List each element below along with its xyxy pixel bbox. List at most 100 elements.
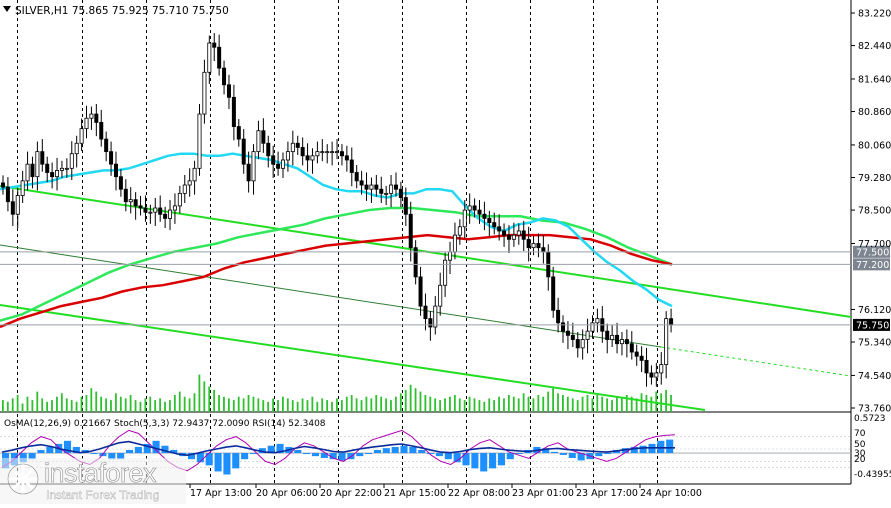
volume-bar <box>36 391 39 412</box>
volume-bar <box>65 398 68 412</box>
candle-body <box>556 309 561 324</box>
candle-body <box>497 226 502 232</box>
x-tick-label: 20 Apr 22:00 <box>320 488 382 499</box>
volume-bar <box>591 398 594 412</box>
y-tick-label: 75.340 <box>858 338 891 349</box>
candle-body <box>104 138 109 153</box>
osma-bar <box>365 453 373 455</box>
watermark-logo: instaforex Instant Forex Trading <box>0 458 186 504</box>
volume-bar <box>56 396 58 412</box>
indicator-tick-label: 70 <box>854 429 866 439</box>
volume-bar <box>645 395 648 412</box>
price-label: 75.750 <box>856 320 889 331</box>
volume-bar <box>390 400 392 412</box>
candle-body <box>443 259 448 286</box>
y-tick-label: 76.120 <box>858 305 891 316</box>
candle-body <box>398 188 403 198</box>
indicator-tick-label: 20 <box>854 455 866 465</box>
osma-bar <box>444 453 452 460</box>
volume-bar <box>286 398 289 412</box>
candle-body <box>315 151 320 157</box>
osma-bar <box>382 448 390 454</box>
y-tick-label: 83.220 <box>858 9 891 20</box>
candle-body <box>177 192 182 207</box>
volume-bar <box>439 400 442 412</box>
volume-bar <box>453 395 456 412</box>
candle-body <box>79 128 84 144</box>
volume-bar <box>119 396 122 412</box>
volume-bar <box>576 400 579 412</box>
volume-bar <box>507 395 510 412</box>
volume-bar <box>80 396 83 412</box>
volume-bar <box>527 396 530 412</box>
volume-bar <box>41 398 44 412</box>
candle-body <box>310 155 315 161</box>
y-tick-label: 74.540 <box>858 371 891 382</box>
volume-bar <box>90 388 93 412</box>
osma-bar <box>604 453 612 455</box>
candle-body <box>251 151 256 182</box>
triangle-down-icon[interactable] <box>3 6 11 12</box>
candle-body <box>241 138 246 165</box>
candle-body <box>192 167 197 182</box>
volume-bar <box>571 398 574 412</box>
volume-bar <box>444 398 446 412</box>
volume-bar <box>311 396 314 412</box>
osma-bar <box>639 445 647 454</box>
candle-body <box>585 330 590 340</box>
volume-bar <box>247 395 250 412</box>
volume-bar <box>326 400 329 412</box>
chart-header: SILVER,H1 75.865 75.925 75.710 75.750 <box>3 5 229 17</box>
candle-body <box>271 155 276 165</box>
osma-bar <box>471 453 479 469</box>
candle-body <box>531 243 536 249</box>
brand-name: instaforex <box>44 458 157 489</box>
candle-body <box>212 42 217 48</box>
candle-body <box>118 176 123 190</box>
volume-bar <box>114 393 117 412</box>
volume-bar <box>223 396 225 412</box>
candle-body <box>266 142 271 157</box>
candle-body <box>84 117 89 130</box>
volume-bar <box>203 381 206 412</box>
candle-body <box>246 163 251 182</box>
candle-body <box>285 151 290 161</box>
volume-bar <box>282 396 284 412</box>
candle-body <box>295 142 300 148</box>
instaforex-logo-icon <box>7 463 39 495</box>
osma-bar <box>577 453 585 461</box>
osma-bar <box>152 440 160 454</box>
osma-bar <box>170 450 178 454</box>
price-label: 77.200 <box>856 260 889 271</box>
volume-bar <box>252 396 255 412</box>
volume-bar <box>110 400 112 412</box>
candle-body <box>418 276 423 307</box>
candle-body <box>413 247 418 278</box>
osma-bar <box>125 450 134 454</box>
candle-body <box>202 71 207 115</box>
volume-bar <box>31 400 34 412</box>
osma-bar <box>435 453 443 457</box>
volume-bar <box>557 393 559 412</box>
volume-bar <box>124 398 127 412</box>
candle-body <box>541 247 546 253</box>
candle-body <box>69 153 74 169</box>
candle-body <box>50 172 55 178</box>
volume-bar <box>640 393 643 412</box>
indicator-tick-label: -0.43955 <box>854 470 891 480</box>
volume-bar <box>139 401 142 412</box>
osma-bar <box>595 453 603 457</box>
volume-bar <box>512 396 515 412</box>
osma-bar <box>134 446 142 454</box>
volume-bar <box>16 395 19 412</box>
candle-body <box>148 211 153 214</box>
volume-bar <box>552 388 554 412</box>
volume-bar <box>493 400 496 412</box>
horizontal-levels: 77.500 77.200 75.750 <box>0 245 890 331</box>
candle-body <box>506 234 511 240</box>
candle-body <box>649 372 654 378</box>
volume-bar <box>242 398 245 412</box>
indicator-label: OsMA(12,26,9) 0.21667 Stoch(5,3,3) 72.94… <box>4 419 326 429</box>
candle-body <box>344 155 349 161</box>
